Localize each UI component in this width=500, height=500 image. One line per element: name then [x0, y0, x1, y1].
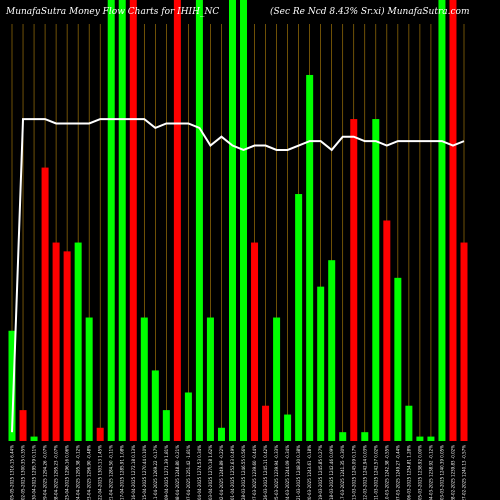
volume-bar [41, 167, 49, 441]
x-tick-label: 28-03-2025 1246.55 0.56% [241, 445, 246, 500]
x-tick-label: 29-04-2025 1294.26 -0.07% [43, 445, 48, 500]
volume-bar [438, 0, 446, 441]
x-tick-label: 28-02-2025 1239.83 -0.02% [450, 445, 455, 500]
volume-bar [339, 432, 347, 441]
volume-bar [30, 436, 38, 441]
chart-title-left: MunafaSutra Money Flow Charts for IHIH_N… [5, 7, 219, 17]
x-tick-label: 12-03-2025 1242.94 0.03% [362, 445, 367, 500]
x-tick-label: 25-03-2025 1239.94 -0.33% [274, 445, 279, 500]
volume-bar [383, 220, 391, 441]
x-tick-label: 27-02-2025 1240.13 -0.57% [462, 445, 467, 500]
x-tick-label: 16-04-2025 1272.18 0.13% [131, 445, 136, 500]
x-tick-label: 11-03-2025 1242.57 0.02% [373, 445, 378, 500]
x-tick-label: 27-03-2025 1239.60 -0.44% [252, 445, 257, 500]
x-tick-label: 04-04-2025 1274.53 0.34% [197, 445, 202, 500]
x-tick-label: 22-04-2025 1303.13 1.45% [98, 445, 103, 500]
x-tick-label: 21-04-2025 1284.50 -0.11% [109, 445, 114, 500]
x-tick-label: 19-03-2025 1245.85 0.27% [318, 445, 323, 500]
volume-bar [74, 242, 82, 441]
volume-bar [63, 251, 71, 441]
volume-bar [96, 427, 104, 441]
x-tick-label: 20-03-2025 1243.61 -0.18% [307, 445, 312, 500]
x-tick-label: 07-03-2025 1249.27 -0.44% [395, 445, 400, 500]
volume-bar [372, 119, 380, 441]
volume-bar [361, 432, 369, 441]
volume-bar [251, 242, 259, 441]
x-tick-label: 24-03-2025 1244.09 -0.34% [285, 445, 290, 500]
volume-bar [85, 317, 93, 441]
x-tick-label: 30-04-2025 1295.79 0.11% [32, 445, 37, 500]
volume-bar [162, 410, 170, 441]
x-tick-label: 07-04-2025 1251.42 -1.81% [186, 445, 191, 500]
volume-bar [317, 286, 325, 441]
volume-bar [8, 330, 16, 441]
volume-bar [140, 317, 148, 441]
volume-bar [107, 0, 115, 441]
volume-bar [217, 427, 225, 441]
x-tick-label: 04-03-2025 1238.92 -0.12% [428, 445, 433, 500]
volume-bar [173, 0, 181, 441]
tick-label-layer: 05-05-2025 1316.15 6.44% 02-05-2025 1300.… [10, 445, 467, 500]
volume-bar [427, 436, 435, 441]
volume-bar [228, 0, 236, 441]
x-tick-label: 05-03-2025 1238.92 0.00% [417, 445, 422, 500]
volume-bar [284, 414, 292, 441]
x-tick-label: 01-04-2025 1252.63 0.49% [230, 445, 235, 500]
chart-title-right: (Sec Re Ncd 8.43% Sr.xi) MunafaSutra.com [270, 6, 470, 17]
volume-bar [350, 119, 358, 441]
bar-layer [8, 0, 468, 441]
x-tick-label: 28-04-2025 1295.23 -0.07% [54, 445, 59, 500]
volume-bar [19, 410, 27, 441]
volume-bar [328, 260, 336, 441]
volume-bar [151, 370, 159, 441]
price-line [11, 118, 465, 433]
volume-bar [460, 242, 468, 441]
x-tick-label: 02-04-2025 1249.89 -0.22% [219, 445, 224, 500]
volume-bar [394, 277, 402, 441]
volume-bar [262, 405, 270, 441]
x-tick-label: 03-03-2025 1240.39 0.05% [439, 445, 444, 500]
volume-bar [306, 74, 314, 441]
volume-bar [273, 317, 281, 441]
x-tick-label: 26-03-2025 1245.11 0.42% [263, 445, 268, 500]
x-tick-label: 13-03-2025 1245.09 0.17% [351, 445, 356, 500]
price-line-layer [11, 118, 465, 433]
volume-bar [184, 392, 192, 441]
volume-bar [240, 0, 248, 441]
x-tick-label: 06-03-2025 1254.81 1.28% [406, 445, 411, 500]
volume-bar [195, 0, 203, 441]
x-tick-label: 21-03-2025 1248.30 0.38% [296, 445, 301, 500]
x-tick-label: 11-04-2025 1269.22 -0.17% [153, 445, 158, 500]
x-tick-label: 05-05-2025 1316.15 6.44% [10, 445, 15, 500]
x-tick-label: 25-04-2025 1296.16 0.06% [65, 445, 70, 500]
x-tick-label: 18-03-2025 1242.46 0.09% [329, 445, 334, 500]
x-tick-label: 15-04-2025 1270.44 0.10% [142, 445, 147, 500]
x-tick-label: 09-04-2025 1271.39 1.81% [164, 445, 169, 500]
x-tick-label: 24-04-2025 1295.38 -0.12% [76, 445, 81, 500]
volume-bar [449, 0, 457, 441]
x-tick-label: 23-04-2025 1296.90 -0.48% [87, 445, 92, 500]
x-tick-label: 17-04-2025 1285.91 1.08% [120, 445, 125, 500]
x-tick-label: 10-03-2025 1242.38 -0.55% [384, 445, 389, 500]
x-tick-label: 03-04-2025 1270.18 1.62% [208, 445, 213, 500]
x-tick-label: 02-05-2025 1300.35 0.35% [21, 445, 26, 500]
volume-bar [118, 0, 126, 441]
x-tick-label: 17-03-2025 1241.35 -0.30% [340, 445, 345, 500]
volume-bar [129, 0, 137, 441]
volume-bar [405, 405, 413, 441]
volume-bar [52, 242, 60, 441]
volume-bar [206, 317, 214, 441]
volume-bar [416, 436, 424, 441]
x-tick-label: 08-04-2025 1248.80 -0.21% [175, 445, 180, 500]
volume-bar [295, 194, 303, 441]
